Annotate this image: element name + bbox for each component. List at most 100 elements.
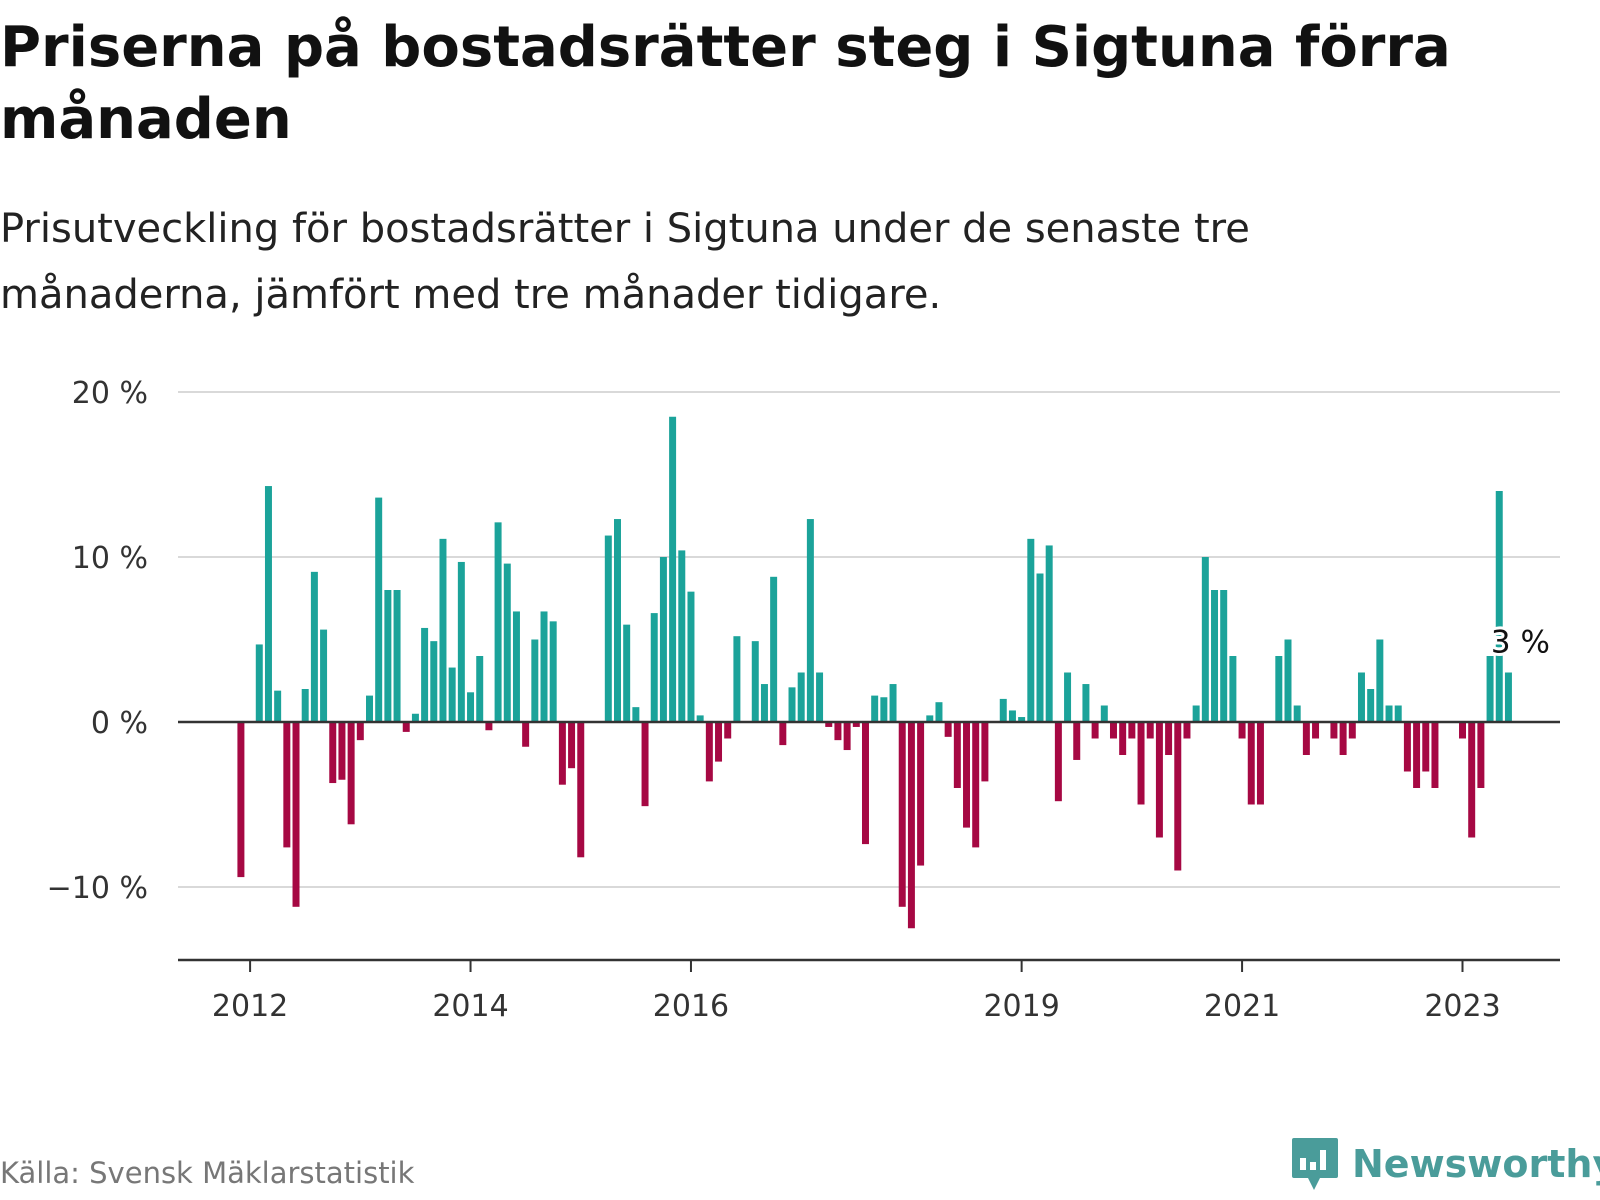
bar: [825, 722, 833, 727]
bar: [1385, 705, 1393, 722]
bar: [485, 722, 493, 731]
source-note: Källa: Svensk Mäklarstatistik: [0, 1156, 415, 1190]
bar: [1146, 722, 1154, 739]
bar: [1036, 573, 1044, 722]
bar: [760, 684, 768, 722]
bar: [889, 684, 897, 722]
bar: [577, 722, 585, 858]
bar: [375, 497, 383, 722]
bar: [292, 722, 300, 907]
bar: [255, 644, 263, 722]
bar: [981, 722, 989, 782]
bar: [1008, 710, 1016, 722]
bar: [751, 641, 759, 722]
bar: [659, 557, 667, 722]
bar: [816, 672, 824, 722]
bar: [1339, 722, 1347, 755]
y-tick-label: −10 %: [47, 871, 148, 906]
bar: [264, 486, 272, 722]
bar: [1275, 656, 1283, 722]
grid-lines: [178, 391, 1560, 888]
bar: [917, 722, 925, 866]
bar: [650, 613, 658, 722]
bar: [1119, 722, 1127, 755]
bar: [687, 591, 695, 722]
chart-subtitle: Prisutveckling för bostadsrätter i Sigtu…: [0, 206, 1250, 318]
bar: [1211, 590, 1219, 722]
bars: [237, 416, 1512, 929]
bar: [301, 689, 309, 722]
bar: [1504, 672, 1512, 722]
bar: [512, 611, 520, 722]
bar: [1413, 722, 1421, 788]
bar: [457, 561, 465, 722]
bar: [733, 636, 741, 722]
bar: [283, 722, 291, 848]
bar: [448, 667, 456, 722]
bar: [1082, 684, 1090, 722]
bar: [384, 590, 392, 722]
x-tick-label: 2021: [1204, 989, 1280, 1024]
bar: [797, 672, 805, 722]
bar-chart: −10 % 0 % 10 % 20 % 2012 2014 2016 2019 2021 202…: [47, 376, 1560, 1024]
chart-title: Priserna på bostadsrätter steg i Sigtuna…: [0, 15, 1451, 152]
bar: [274, 690, 282, 722]
bar: [1229, 656, 1237, 722]
bar: [843, 722, 851, 751]
bar: [356, 722, 364, 741]
bar: [1431, 722, 1439, 788]
x-tick-label: 2014: [432, 989, 508, 1024]
bar: [347, 722, 355, 825]
bar: [705, 722, 713, 782]
bar: [696, 715, 704, 722]
bar: [1073, 722, 1081, 760]
bar: [338, 722, 346, 780]
bar: [953, 722, 961, 788]
bar: [926, 715, 934, 722]
bar: [623, 624, 631, 722]
bar: [402, 722, 410, 732]
bar: [604, 535, 612, 722]
bar: [1109, 722, 1117, 739]
bar: [1128, 722, 1136, 739]
bar: [880, 697, 888, 722]
bar: [1192, 705, 1200, 722]
x-tick-label: 2012: [212, 989, 288, 1024]
bar: [1155, 722, 1163, 838]
bar: [834, 722, 842, 741]
bar: [329, 722, 337, 784]
bar: [1174, 722, 1182, 871]
bar: [1330, 722, 1338, 739]
brand-logo[interactable]: Newsworthy: [1290, 1136, 1600, 1192]
bar: [1201, 557, 1209, 722]
x-axis-ticks: [249, 960, 1464, 972]
bar: [788, 687, 796, 722]
bar: [1091, 722, 1099, 739]
bar: [1312, 722, 1320, 739]
x-tick-label: 2019: [983, 989, 1059, 1024]
bar: [393, 590, 401, 722]
bar: [1394, 705, 1402, 722]
bar: [632, 707, 640, 722]
bar: [1468, 722, 1476, 838]
bar: [430, 641, 438, 722]
bar: [806, 519, 814, 722]
newsworthy-logo-icon: [1292, 1138, 1338, 1190]
bar: [1403, 722, 1411, 772]
bar: [779, 722, 787, 746]
bar: [558, 722, 566, 785]
bar: [476, 656, 484, 722]
bar: [1165, 722, 1173, 755]
bar: [1220, 590, 1228, 722]
bar: [366, 695, 373, 722]
bar: [549, 621, 557, 722]
bar: [999, 698, 1007, 722]
bar: [1293, 705, 1301, 722]
x-tick-label: 2023: [1424, 989, 1500, 1024]
bar: [1348, 722, 1356, 739]
bar: [907, 722, 915, 929]
bar: [1302, 722, 1310, 755]
bar: [871, 695, 879, 722]
bar: [1376, 639, 1384, 722]
bar: [1100, 705, 1108, 722]
